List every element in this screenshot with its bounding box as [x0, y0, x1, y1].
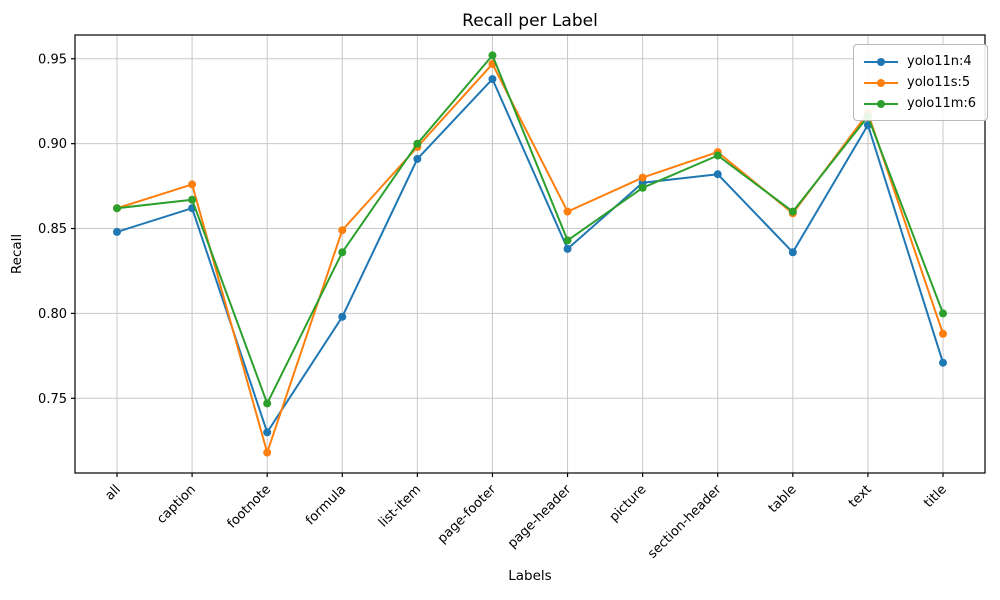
data-point	[263, 399, 272, 408]
data-point	[263, 448, 272, 457]
data-point	[563, 207, 572, 216]
data-point	[939, 329, 947, 338]
data-point	[939, 358, 947, 367]
data-point	[338, 248, 347, 257]
y-tick-label: 0.75	[38, 392, 67, 407]
data-point	[563, 236, 572, 245]
series-line	[116, 54, 944, 405]
gridlines	[75, 35, 985, 473]
x-tick-label: title	[921, 482, 950, 511]
data-point	[113, 204, 121, 213]
x-tick-label: all	[102, 482, 123, 503]
x-tick-label: section-header	[645, 482, 725, 562]
data-point	[638, 173, 647, 182]
data-point	[939, 309, 947, 318]
x-tick-label: caption	[154, 482, 199, 527]
x-tick-label: footnote	[225, 482, 274, 531]
data-point	[188, 180, 197, 189]
y-tick-labels: 0.75 0.80 0.85 0.90 0.95	[38, 52, 67, 407]
data-point	[113, 227, 121, 236]
data-point	[413, 139, 422, 148]
x-tick-label: picture	[607, 482, 650, 525]
x-tick-labels: all caption footnote formula list-item page-f…	[102, 482, 949, 562]
legend-entry-yolo11s: yolo11s:5	[864, 72, 976, 93]
axes-box	[74, 34, 986, 474]
series-yolo11m:6	[113, 51, 947, 408]
data-point	[713, 170, 722, 179]
series-line	[116, 78, 944, 434]
data-point	[713, 151, 722, 160]
chart-title: Recall per Label	[462, 11, 598, 31]
legend-label: yolo11m:6	[907, 96, 977, 111]
data-point	[488, 75, 497, 84]
legend-line-marker-icon	[864, 57, 898, 66]
axis-ticks	[71, 58, 944, 477]
x-axis-label: Labels	[508, 568, 551, 584]
data-point	[338, 312, 347, 321]
data-series	[113, 51, 947, 457]
data-point	[338, 226, 347, 235]
x-tick-label: list-item	[376, 482, 424, 530]
data-point	[788, 248, 797, 257]
data-point	[638, 183, 647, 192]
series-yolo11n:4	[113, 75, 947, 437]
legend-line-marker-icon	[864, 99, 898, 108]
x-tick-label: formula	[303, 482, 349, 528]
y-tick-label: 0.85	[38, 222, 67, 237]
legend-label: yolo11s:5	[907, 75, 971, 90]
chart-legend: yolo11n:4 yolo11s:5 yolo11m:6	[853, 44, 989, 121]
legend-label: yolo11n:4	[907, 54, 972, 69]
data-point	[563, 244, 572, 253]
series-yolo11s:5	[113, 59, 947, 457]
legend-line-marker-icon	[864, 78, 898, 87]
x-tick-label: page-footer	[435, 482, 500, 547]
y-axis-label: Recall	[9, 234, 25, 274]
y-tick-label: 0.95	[38, 52, 67, 67]
x-tick-label: table	[766, 482, 800, 516]
data-point	[488, 51, 497, 60]
plot-border	[74, 34, 986, 474]
series-line	[116, 62, 944, 454]
legend-entry-yolo11m: yolo11m:6	[864, 93, 976, 114]
data-point	[788, 207, 797, 216]
y-tick-label: 0.80	[38, 307, 67, 322]
data-point	[188, 195, 197, 204]
data-point	[413, 154, 422, 163]
x-tick-label: page-header	[505, 482, 575, 552]
legend-entry-yolo11n: yolo11n:4	[864, 51, 976, 72]
y-tick-label: 0.90	[38, 137, 67, 152]
data-point	[263, 428, 272, 437]
x-tick-label: text	[846, 482, 875, 511]
